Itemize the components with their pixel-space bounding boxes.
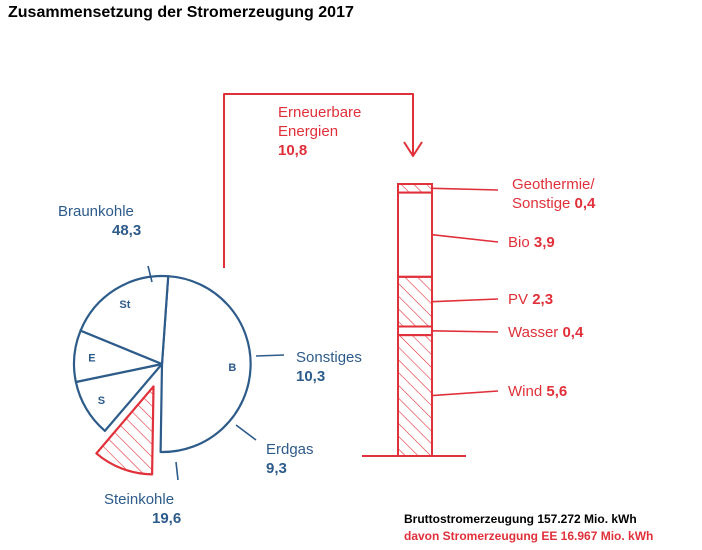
leader-sonstiges	[255, 354, 285, 357]
label-renewables-line1: Erneuerbare	[278, 104, 362, 121]
pie-abbr-sonstiges: S	[98, 395, 105, 407]
pie-abbr-steinkohle: St	[119, 299, 130, 311]
bar-segment-bio	[397, 191, 433, 278]
pie-slice-erneuerbare-energien	[95, 385, 155, 476]
label-renewables-line2: Energien	[278, 123, 339, 140]
bar-segment-pv	[397, 275, 433, 328]
leader-steinkohle	[175, 461, 179, 481]
leader-geothermie-sonstige	[431, 187, 499, 191]
label-wind-value: 5,6	[546, 383, 568, 400]
bar-segment-geothermie-sonstige	[397, 183, 433, 194]
bar-segment-wind	[397, 334, 433, 458]
label-wind: Wind 5,6	[508, 382, 567, 401]
label-renewables-value: 10,8	[278, 142, 308, 159]
pie-chart: B S E St	[72, 265, 285, 481]
chart-title: Zusammensetzung der Stromerzeugung 2017	[8, 4, 354, 21]
leader-braunkohle	[147, 265, 153, 283]
label-braunkohle-value: 48,3	[112, 222, 142, 239]
connector-arrow	[223, 93, 423, 268]
label-wasser: Wasser 0,4	[508, 323, 583, 342]
label-bio: Bio 3,9	[508, 233, 555, 252]
label-geothermie-value: 0,4	[574, 195, 596, 212]
footnote-total: Bruttostromerzeugung 157.272 Mio. kWh	[404, 512, 637, 526]
connector-line	[223, 93, 414, 268]
label-sonstiges-name: Sonstiges	[296, 349, 362, 366]
leader-pv	[431, 298, 499, 303]
label-wind-name: Wind	[508, 383, 543, 400]
label-steinkohle-name: Steinkohle	[104, 491, 175, 508]
label-erdgas: Erdgas 9,3	[266, 440, 314, 478]
label-erdgas-value: 9,3	[266, 460, 287, 477]
label-sonstiges: Sonstiges 10,3	[296, 348, 362, 386]
label-pv-name: PV	[508, 291, 529, 308]
leader-wind	[431, 390, 499, 397]
pie-abbr-erdgas: E	[88, 353, 95, 365]
label-bio-value: 3,9	[533, 234, 555, 251]
label-wasser-name: Wasser	[508, 324, 559, 341]
label-steinkohle: Steinkohle 19,6	[104, 490, 181, 528]
label-erdgas-name: Erdgas	[266, 441, 314, 458]
pie-slice-steinkohle	[79, 274, 170, 366]
leader-wasser	[431, 330, 499, 333]
label-braunkohle: Braunkohle 48,3	[58, 202, 141, 240]
leader-erdgas	[235, 424, 257, 441]
pie-abbr-braunkohle: B	[228, 362, 236, 374]
label-geothermie-line2: Sonstige	[512, 195, 571, 212]
label-geothermie: Geothermie/ Sonstige 0,4	[512, 175, 595, 213]
bar-segment-wasser	[397, 325, 433, 337]
connector-arrowhead	[403, 141, 423, 157]
pie-slice-braunkohle	[159, 275, 252, 454]
label-braunkohle-name: Braunkohle	[58, 203, 134, 220]
footnote-renewables: davon Stromerzeugung EE 16.967 Mio. kWh	[404, 529, 654, 543]
label-bio-name: Bio	[508, 234, 530, 251]
label-steinkohle-value: 19,6	[152, 510, 182, 527]
leader-bio	[431, 233, 499, 243]
label-renewables: Erneuerbare Energien 10,8	[278, 103, 361, 160]
label-wasser-value: 0,4	[562, 324, 584, 341]
label-pv: PV 2,3	[508, 290, 553, 309]
label-geothermie-line1: Geothermie/	[512, 176, 595, 193]
label-sonstiges-value: 10,3	[296, 368, 326, 385]
label-pv-value: 2,3	[532, 291, 554, 308]
renewables-bar	[362, 183, 499, 458]
